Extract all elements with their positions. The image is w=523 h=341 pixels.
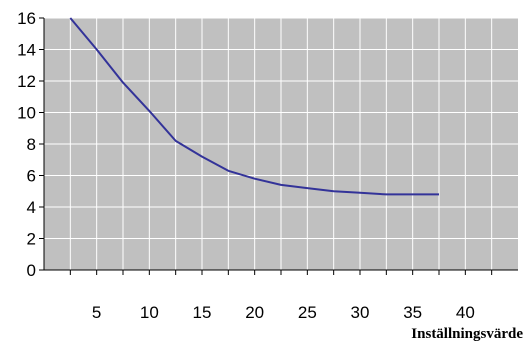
axes bbox=[39, 17, 518, 275]
series-layer bbox=[69, 17, 439, 196]
y-tick-label: 2 bbox=[27, 230, 36, 249]
x-tick-label: 40 bbox=[456, 303, 475, 322]
x-tick-label: 25 bbox=[298, 303, 317, 322]
y-tick-label: 0 bbox=[27, 261, 36, 280]
x-tick-labels: 5 10 15 20 25 30 35 40 bbox=[92, 303, 475, 322]
y-tick-label: 4 bbox=[27, 198, 36, 217]
x-tick-label: 5 bbox=[92, 303, 101, 322]
y-tick-label: 14 bbox=[17, 41, 36, 60]
y-tick-label: 12 bbox=[17, 72, 36, 91]
x-tick-label: 15 bbox=[193, 303, 212, 322]
y-tick-label: 16 bbox=[17, 9, 36, 28]
x-tick-label: 30 bbox=[351, 303, 370, 322]
y-tick-label: 10 bbox=[17, 104, 36, 123]
x-tick-label: 20 bbox=[245, 303, 264, 322]
x-tick-label: 35 bbox=[403, 303, 422, 322]
grid-lines bbox=[44, 17, 518, 270]
x-tick-label: 10 bbox=[140, 303, 159, 322]
y-tick-label: 6 bbox=[27, 167, 36, 186]
series-line bbox=[69, 17, 439, 196]
y-tick-label: 8 bbox=[27, 135, 36, 154]
x-axis-title: Inställningsvärde bbox=[411, 326, 523, 341]
y-tick-labels: 0 2 4 6 8 10 12 14 16 bbox=[17, 9, 36, 280]
